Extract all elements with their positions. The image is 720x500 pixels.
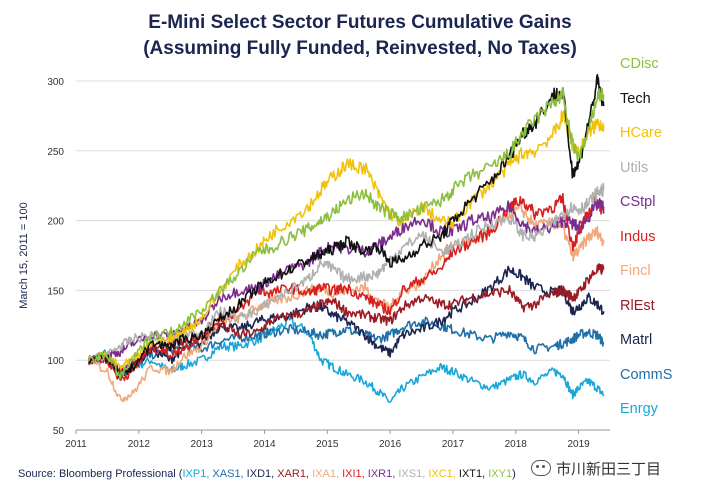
source-suffix: ) <box>512 468 516 480</box>
series-line-cdisc <box>87 86 605 380</box>
series-line-rlest <box>88 263 605 375</box>
source-ticker: IXA1, <box>309 468 340 480</box>
source-ticker: XAS1, <box>209 468 244 480</box>
y-tick-label: 250 <box>47 147 64 158</box>
x-tick-label: 2014 <box>253 439 276 450</box>
x-tick-label: 2013 <box>191 439 214 450</box>
y-tick-label: 50 <box>53 426 65 437</box>
x-tick-label: 2011 <box>65 439 87 450</box>
source-ticker: IXS1, <box>395 468 426 480</box>
chart-title: E-Mini Select Sector Futures Cumulative … <box>148 12 572 33</box>
watermark: 市川新田三丁目 <box>531 458 661 479</box>
legend-item-indus: Indus <box>620 228 656 245</box>
x-tick-label: 2017 <box>442 439 465 450</box>
source-ticker: IXR1, <box>364 468 396 480</box>
y-tick-label: 100 <box>47 356 64 367</box>
series-group <box>87 73 605 403</box>
source-ticker: IXP1, <box>182 468 210 480</box>
watermark-text: 市川新田三丁目 <box>556 461 662 478</box>
legend-item-utils: Utils <box>620 159 649 176</box>
source-note: Source: Bloomberg Professional (IXP1, XA… <box>18 468 516 480</box>
legend-item-cstpl: CStpl <box>620 194 656 210</box>
source-prefix: Source: Bloomberg Professional ( <box>18 468 183 480</box>
source-ticker: XAR1, <box>274 468 310 480</box>
legend-item-fincl: Fincl <box>620 263 651 279</box>
x-tick-label: 2018 <box>505 439 528 450</box>
legend-item-enrgy: Enrgy <box>620 401 658 417</box>
source-ticker: IXY1 <box>485 468 513 480</box>
legend-item-tech: Tech <box>620 90 651 107</box>
x-tick-label: 2012 <box>128 439 151 450</box>
legend-item-comms: CommS <box>620 366 673 383</box>
wechat-icon <box>531 460 551 476</box>
series-line-indus <box>87 193 605 382</box>
series-line-enrgy <box>87 316 605 403</box>
y-axis-label: March 15, 2011 = 100 <box>18 202 30 309</box>
source-ticker: IXC1, <box>425 468 456 480</box>
legend-item-rlest: RlEst <box>620 297 655 314</box>
source-ticker: IXD1, <box>243 468 275 480</box>
legend: CDisc Tech HCare Utils CStpl Indus Fincl RlEst M… <box>620 52 720 432</box>
legend-item-hcare: HCare <box>620 125 662 141</box>
y-tick-label: 150 <box>47 286 64 297</box>
y-tick-label: 300 <box>47 77 64 88</box>
x-tick-label: 2019 <box>567 439 590 450</box>
chart-subtitle: (Assuming Fully Funded, Reinvested, No T… <box>143 38 577 59</box>
series-line-matrl <box>87 265 605 378</box>
x-tick-label: 2016 <box>379 439 402 450</box>
x-tick-label: 2015 <box>316 439 339 450</box>
source-ticker: IXI1, <box>339 468 365 480</box>
source-ticker: IXT1, <box>455 468 486 480</box>
legend-item-matrl: Matrl <box>620 332 653 348</box>
series-line-hcare <box>88 110 605 370</box>
y-tick-label: 200 <box>47 217 64 228</box>
legend-item-cdisc: CDisc <box>620 56 659 72</box>
